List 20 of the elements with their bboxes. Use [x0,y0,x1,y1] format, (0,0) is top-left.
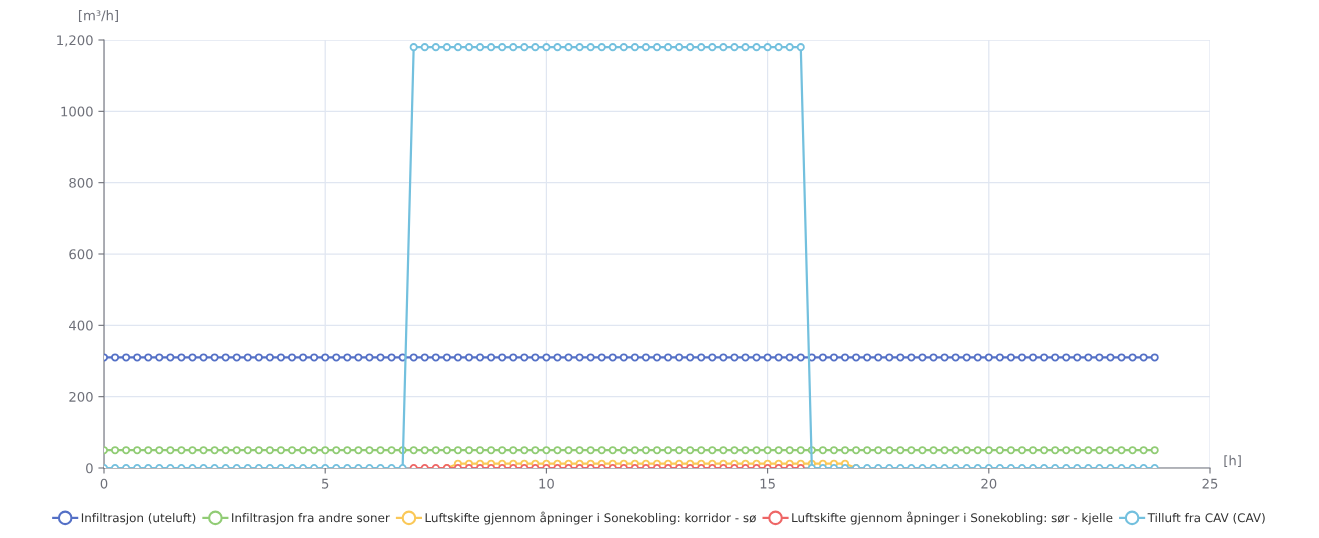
y-tick-label: 200 [69,391,93,402]
x-tick-label: 25 [1202,478,1218,489]
legend-label: Luftskifte gjennom åpninger i Sonekobling: korridor - sø [425,511,757,525]
y-tick-label: 0 [86,463,93,474]
y-tick-label: 1000 [61,106,93,117]
x-tick-label: 5 [322,478,329,489]
x-tick-label: 20 [981,478,997,489]
legend-label: Infiltrasjon fra andre soner [232,513,390,525]
x-tick-label: 0 [100,478,108,489]
legend-label: Tilluft fra CAV (CAV) [1147,513,1265,524]
x-tick-label: 10 [539,478,554,489]
x-axis-title: [h] [1224,455,1241,467]
y-axis-title: [m³/h] [78,10,118,22]
legend-label: Infiltrasjon (uteluft) [81,513,196,525]
y-tick-label: 1,200 [57,35,93,47]
y-tick-label: 400 [69,320,93,331]
y-tick-label: 800 [69,177,93,188]
y-tick-label: 600 [69,249,93,260]
x-tick-label: 15 [760,478,775,489]
legend-label: Luftskifte gjennom åpninger i Sonekobling: sør - kjelle [792,511,1113,525]
